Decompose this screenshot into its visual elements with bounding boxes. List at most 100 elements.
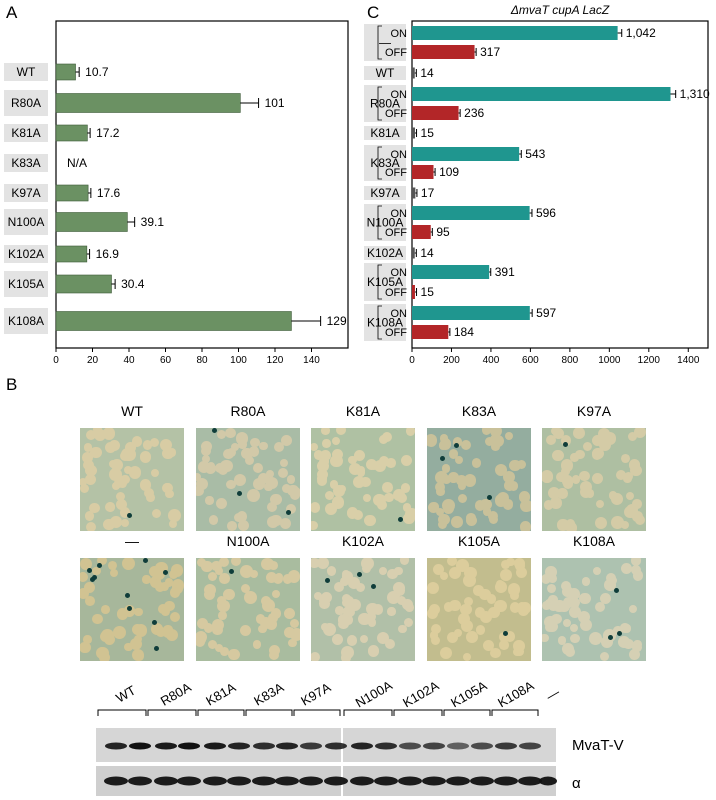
x-tick-label: 140 bbox=[303, 355, 320, 366]
colony bbox=[231, 558, 242, 566]
colony bbox=[592, 449, 603, 460]
colony bbox=[123, 605, 136, 617]
colony bbox=[203, 589, 216, 601]
colony bbox=[162, 482, 173, 493]
bar bbox=[412, 325, 449, 339]
colony bbox=[506, 558, 515, 567]
blue-colony bbox=[162, 570, 168, 576]
colony bbox=[565, 521, 578, 531]
blot-band bbox=[128, 776, 152, 786]
colony bbox=[513, 558, 525, 569]
category-box bbox=[4, 63, 48, 81]
colony bbox=[633, 428, 646, 439]
colony bbox=[151, 469, 160, 478]
colony bbox=[92, 613, 103, 624]
bar bbox=[412, 285, 415, 299]
colony bbox=[394, 566, 403, 576]
colony bbox=[622, 623, 632, 633]
lane-bracket bbox=[147, 709, 197, 716]
agar-plate-image bbox=[542, 558, 646, 661]
colony bbox=[322, 439, 331, 448]
colony bbox=[271, 589, 281, 598]
colony bbox=[198, 461, 210, 473]
value-label: 543 bbox=[525, 147, 545, 161]
colony bbox=[233, 473, 247, 487]
colony bbox=[630, 558, 642, 566]
group-bracket bbox=[377, 25, 382, 60]
colony bbox=[471, 458, 482, 468]
blue-colony bbox=[228, 568, 234, 574]
value-label: 39.1 bbox=[141, 215, 165, 229]
bar bbox=[412, 87, 671, 101]
lane-label: K97A bbox=[298, 679, 333, 708]
colony bbox=[611, 492, 624, 505]
blue-colony bbox=[125, 592, 131, 598]
colony bbox=[461, 439, 472, 450]
blue-colony bbox=[211, 428, 217, 434]
colony bbox=[97, 558, 107, 566]
colony bbox=[214, 566, 224, 576]
colony bbox=[100, 605, 110, 614]
colony bbox=[353, 475, 366, 488]
value-label: 10.7 bbox=[85, 65, 109, 79]
blue-colony bbox=[87, 568, 93, 574]
colony bbox=[398, 624, 408, 634]
colony bbox=[405, 428, 415, 436]
colony bbox=[439, 572, 448, 581]
blue-colony bbox=[126, 606, 132, 612]
colony bbox=[274, 442, 285, 453]
colony bbox=[320, 622, 330, 632]
bar bbox=[412, 26, 618, 40]
colony bbox=[542, 470, 554, 483]
colony bbox=[387, 607, 396, 616]
colony bbox=[588, 631, 602, 645]
colony bbox=[269, 561, 279, 570]
colony bbox=[440, 646, 453, 659]
colony bbox=[252, 462, 264, 474]
colony bbox=[629, 648, 641, 660]
group-box bbox=[364, 24, 406, 61]
colony bbox=[220, 646, 230, 656]
colony bbox=[599, 593, 611, 605]
colony bbox=[124, 442, 136, 454]
agar-plate-image bbox=[311, 558, 415, 661]
colony bbox=[621, 453, 631, 463]
colony bbox=[451, 516, 463, 528]
colony bbox=[442, 474, 452, 484]
state-label: OFF bbox=[385, 227, 407, 239]
colony bbox=[459, 603, 472, 616]
colony bbox=[376, 631, 390, 645]
x-tick-label: 60 bbox=[160, 355, 172, 366]
colony bbox=[348, 577, 360, 589]
colony bbox=[85, 464, 97, 476]
colony bbox=[488, 510, 499, 521]
colony bbox=[561, 585, 573, 597]
colony bbox=[545, 435, 556, 446]
colony bbox=[481, 428, 492, 435]
colony bbox=[249, 569, 258, 578]
colony bbox=[346, 507, 358, 519]
lane-label: N100A bbox=[353, 678, 395, 711]
colony bbox=[326, 566, 337, 576]
colony bbox=[489, 428, 502, 438]
colony bbox=[123, 465, 133, 475]
colony bbox=[283, 608, 295, 620]
colony bbox=[89, 502, 100, 514]
colony bbox=[429, 631, 439, 640]
blot-band bbox=[129, 742, 151, 750]
colony bbox=[435, 507, 445, 517]
plate-label: K97A bbox=[576, 403, 612, 419]
colony bbox=[519, 601, 531, 614]
chart-a-kd: WT 10.7 R80A 101 K81A 17.2 K83A N/A K97A 17.6 N100… bbox=[4, 20, 349, 370]
colony bbox=[509, 602, 521, 613]
blue-colony bbox=[614, 588, 620, 594]
lane-bracket bbox=[443, 709, 491, 716]
colony bbox=[248, 446, 260, 457]
group-bracket bbox=[377, 264, 382, 300]
colony bbox=[621, 562, 633, 575]
colony bbox=[386, 590, 400, 604]
group-box bbox=[364, 126, 406, 140]
blot-band bbox=[178, 742, 200, 750]
colony bbox=[551, 613, 562, 625]
